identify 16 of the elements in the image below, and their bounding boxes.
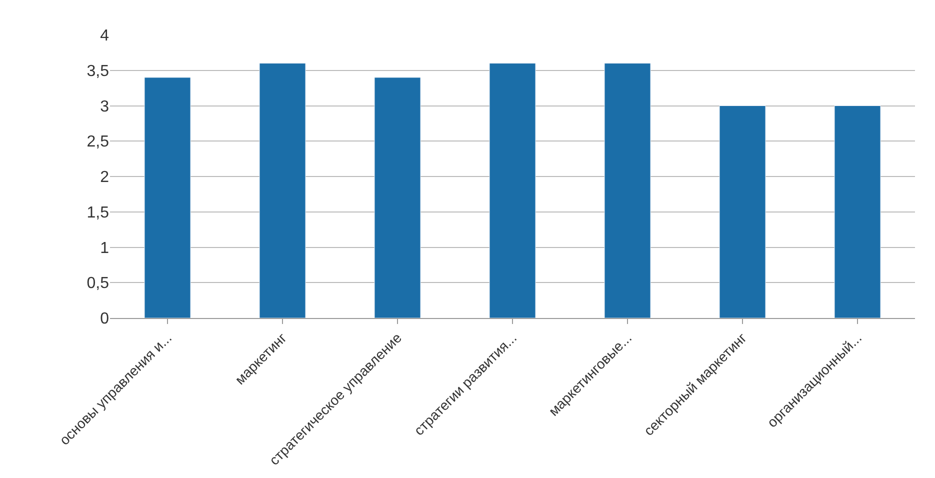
y-tick-label: 4 [100,28,110,45]
y-tick-label: 3,5 [86,62,110,80]
y-tick-label: 0 [100,310,110,328]
bar [489,63,536,318]
bar [259,63,306,318]
bar [374,77,421,318]
y-tick-label: 1,5 [86,204,110,222]
y-tick-label: 1 [100,240,110,257]
y-tick-label: 3 [100,98,110,116]
bar [719,106,766,318]
y-tick-label: 2 [100,169,110,186]
bar [604,63,651,318]
y-tick-label: 0,5 [86,275,110,292]
y-tick-label: 2,5 [86,134,110,151]
bar [834,106,881,318]
bar [144,77,191,318]
